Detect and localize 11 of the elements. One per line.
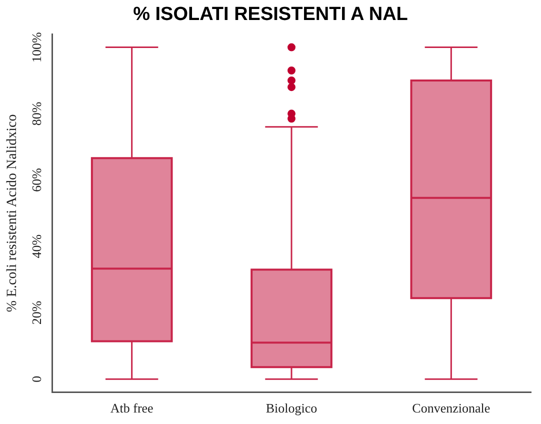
x-tick-label: Atb free: [110, 400, 154, 416]
y-tick-label: 0: [28, 376, 44, 382]
y-axis-title: % E.coli resistenti Acido Nalidxico: [5, 114, 20, 312]
x-tick-label: Convenzionale: [412, 400, 490, 416]
y-tick-label: 40%: [28, 234, 44, 258]
x-tick-label: Biologico: [266, 400, 318, 416]
y-tick-label: 20%: [28, 300, 44, 325]
y-tick-label: 80%: [28, 102, 44, 126]
y-tick-label: 100%: [28, 32, 44, 62]
y-tick-label: 60%: [28, 168, 44, 192]
chart-title: % ISOLATI RESISTENTI A NAL: [132, 4, 409, 26]
